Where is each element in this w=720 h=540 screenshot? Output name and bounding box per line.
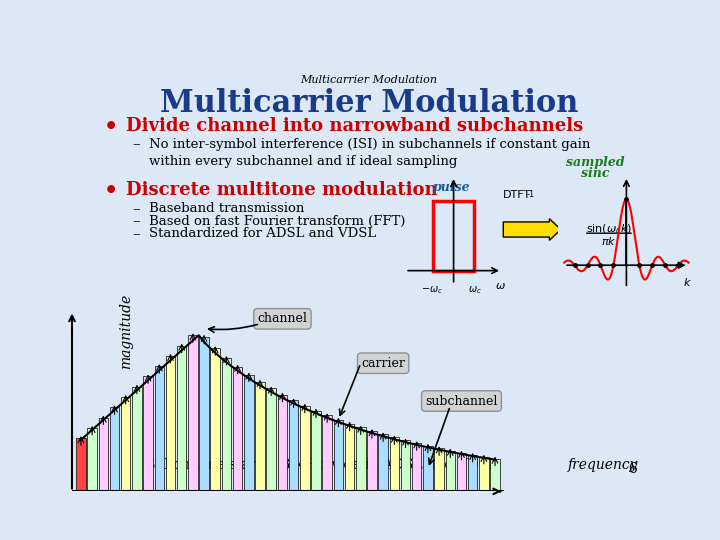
Bar [99,417,108,491]
Bar [166,356,175,491]
Text: carrier: carrier [361,357,405,370]
Bar [423,446,433,491]
Bar [155,366,164,491]
Bar [300,406,310,491]
Bar [390,437,399,491]
Text: –: – [132,214,140,228]
Bar [356,428,366,491]
Text: pulse: pulse [433,181,470,194]
Text: DTFT: DTFT [503,190,531,200]
Bar [323,415,332,491]
Bar [412,443,421,491]
Text: -1: -1 [526,190,535,199]
Text: magnitude: magnitude [120,293,133,368]
Text: Based on fast Fourier transform (FFT): Based on fast Fourier transform (FFT) [148,214,405,227]
Text: Multicarrier Modulation: Multicarrier Modulation [160,87,578,119]
Text: Divide channel into narrowband subchannels: Divide channel into narrowband subchanne… [126,117,583,135]
Text: 6: 6 [628,462,637,476]
Text: –: – [132,227,140,241]
Text: channel: channel [258,312,307,325]
Text: Baseband transmission: Baseband transmission [148,202,304,215]
Bar [289,400,298,491]
Bar [76,438,86,491]
Text: –: – [132,138,140,152]
Text: sampled: sampled [566,156,624,169]
Text: •: • [104,117,118,137]
Bar [401,441,410,491]
Bar [143,376,153,491]
Bar [278,395,287,491]
Text: subchannel: subchannel [426,395,498,408]
Text: •: • [104,181,118,201]
Bar [333,420,343,491]
Bar [121,397,130,491]
Bar [244,375,253,491]
Text: Subchannels are 4.3 kHz wide in ADSL and VDSL: Subchannels are 4.3 kHz wide in ADSL and… [145,458,498,472]
Text: $\pi k$: $\pi k$ [601,235,617,247]
Bar [109,407,120,491]
Bar [490,458,500,491]
Text: –: – [132,202,140,216]
Text: $\omega$: $\omega$ [495,281,505,291]
Bar [479,457,489,491]
Bar [87,428,97,491]
Text: No inter-symbol interference (ISI) in subchannels if constant gain
within every : No inter-symbol interference (ISI) in su… [148,138,590,167]
Bar [177,346,186,491]
Text: k: k [684,279,690,288]
Bar [199,337,209,491]
Text: sinc: sinc [581,167,609,180]
Bar [311,410,320,491]
Bar [434,448,444,491]
Bar [367,431,377,491]
Bar [446,450,455,491]
Text: Discrete multitone modulation: Discrete multitone modulation [126,181,438,199]
Text: $-\omega_c$: $-\omega_c$ [421,285,444,296]
FancyArrow shape [503,219,561,240]
Bar [345,424,354,491]
Text: $\omega_c$: $\omega_c$ [468,285,482,296]
Bar [379,434,388,491]
Bar [266,388,276,491]
Text: $\sin(\omega_c k)$: $\sin(\omega_c k)$ [586,223,632,237]
Bar [233,367,243,491]
Text: frequency: frequency [568,458,639,472]
Bar [132,387,142,491]
Text: Multicarrier Modulation: Multicarrier Modulation [300,75,438,85]
Bar [210,348,220,491]
Bar [468,455,477,491]
Bar [188,335,197,491]
Bar [256,382,265,491]
Text: Standardized for ADSL and VDSL: Standardized for ADSL and VDSL [148,227,376,240]
Bar [456,453,467,491]
Bar [222,358,231,491]
